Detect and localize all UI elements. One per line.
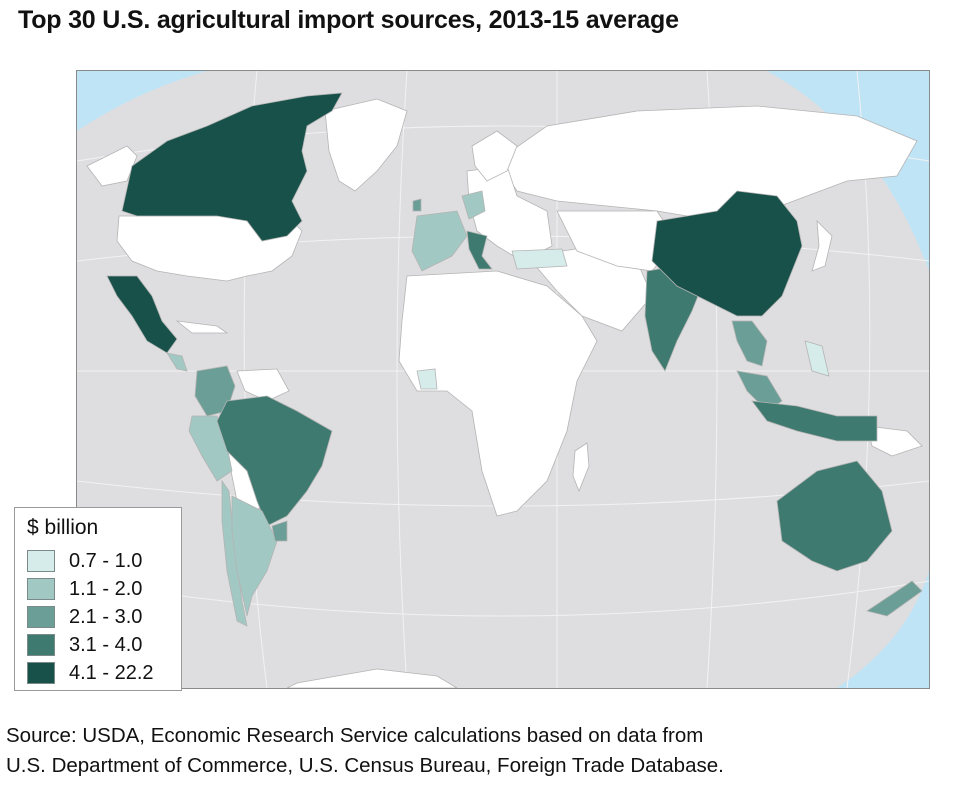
caribbean-guyana [236,368,290,402]
legend-swatch [27,550,55,572]
brazil [216,395,333,527]
legend-item: 1.1 - 2.0 [27,578,177,602]
ocean-bottom-right [837,571,929,688]
legend-swatch [27,606,55,628]
ocean-top-right [767,71,929,271]
cuba [175,320,229,334]
legend-label: 0.7 - 1.0 [69,550,143,572]
legend-label: 2.1 - 3.0 [69,606,143,628]
new-zealand [866,580,923,617]
source-line-2: U.S. Department of Commerce, U.S. Census… [6,754,724,777]
italy [466,230,493,270]
new-guinea [866,425,923,457]
mexico [106,275,178,354]
other-land [86,98,923,688]
legend-label: 1.1 - 2.0 [69,578,143,600]
legend-title: $ billion [27,516,99,539]
legend-swatch [27,662,55,684]
thailand-vietnam [731,320,768,367]
legend-item: 2.1 - 3.0 [27,606,177,630]
source-note: Source: USDA, Economic Research Service … [6,721,724,781]
ireland [412,198,422,212]
central-america [166,352,188,372]
legend-swatch [27,578,55,600]
ocean-top-left [77,71,207,131]
japan [811,219,833,272]
france-spain [411,210,468,272]
source-line-1: Source: USDA, Economic Research Service … [6,724,704,747]
legend-item: 3.1 - 4.0 [27,634,177,658]
argentina [231,495,278,617]
scandinavia [471,130,518,182]
netherlands-germany [461,190,486,220]
australia [776,460,893,572]
uruguay [271,520,288,542]
philippines [804,340,830,377]
legend-swatch [27,634,55,656]
world-map-canvas [77,71,929,688]
greenland [324,98,408,192]
legend-label: 4.1 - 22.2 [69,662,154,684]
map-legend: $ billion 0.7 - 1.0 1.1 - 2.0 2.1 - 3.0 … [14,507,182,691]
turkey [511,248,568,270]
ivory-coast [416,368,438,390]
africa [398,270,598,517]
russia [496,105,918,222]
china [651,190,803,317]
ocean-areas [77,71,929,688]
legend-item: 4.1 - 22.2 [27,662,177,686]
legend-item: 0.7 - 1.0 [27,550,177,574]
antarctic-tip [286,668,458,688]
legend-label: 3.1 - 4.0 [69,634,143,656]
madagascar [572,442,590,493]
map-title: Top 30 U.S. agricultural import sources,… [18,6,679,34]
import-sources [106,92,923,627]
canada [121,92,343,242]
world-map [76,70,930,689]
indonesia [751,400,878,442]
